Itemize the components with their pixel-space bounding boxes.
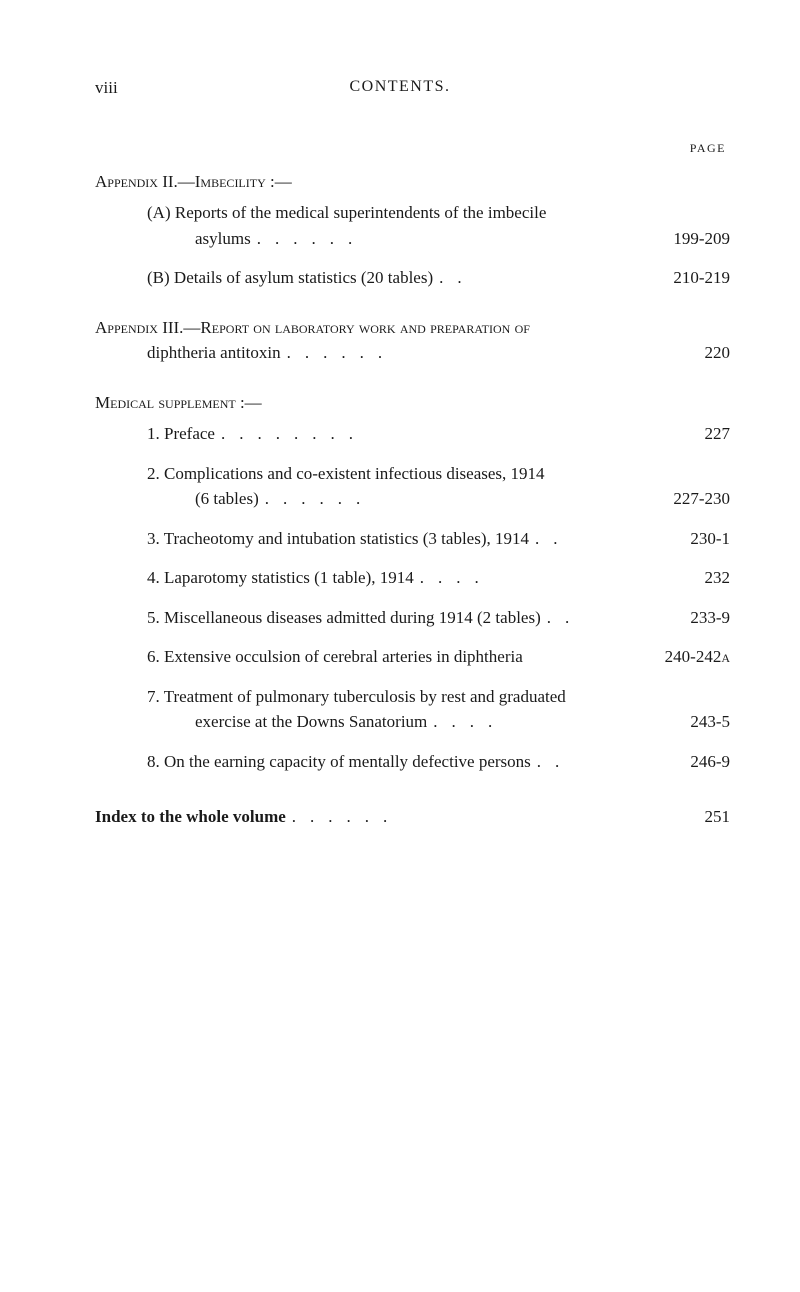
leader-dots: ..: [541, 605, 652, 631]
medical-8-page: 246-9: [652, 749, 730, 775]
leader-dots: ......: [286, 804, 652, 830]
appendix-2-b: (B) Details of asylum statistics (20 tab…: [95, 265, 730, 291]
medical-1-label: 1. Preface: [147, 421, 215, 447]
appendix-3-label: diphtheria antitoxin: [147, 340, 281, 366]
appendix-2-a: (A) Reports of the medical superintenden…: [95, 200, 730, 251]
medical-2-label: (6 tables): [195, 486, 259, 512]
appendix-2-a-label: asylums: [195, 226, 251, 252]
medical-4-page: 232: [652, 565, 730, 591]
appendix-3-line2: diphtheria antitoxin ...... 220: [95, 340, 730, 366]
leader-dots: ..: [529, 526, 652, 552]
medical-item-1: 1. Preface ........ 227: [95, 421, 730, 447]
leader-dots: ..: [531, 749, 652, 775]
appendix-2-heading-text: Appendix II.—Imbecility :—: [95, 172, 292, 191]
index-row: Index to the whole volume ...... 251: [95, 804, 730, 830]
medical-2-line2: (6 tables) ...... 227-230: [95, 486, 730, 512]
medical-item-8: 8. On the earning capacity of mentally d…: [95, 749, 730, 775]
leader-dots: ......: [251, 226, 652, 252]
medical-7-line1: 7. Treatment of pulmonary tuberculosis b…: [95, 684, 730, 710]
appendix-3-line1-text: Appendix III.—Report on laboratory work …: [95, 318, 530, 337]
medical-7-label: exercise at the Downs Sanatorium: [195, 709, 427, 735]
medical-1-page: 227: [652, 421, 730, 447]
appendix-2-heading: Appendix II.—Imbecility :—: [95, 169, 730, 195]
leader-dots: ......: [259, 486, 652, 512]
medical-item-2: 2. Complications and co-existent infecti…: [95, 461, 730, 512]
medical-5-label: 5. Miscellaneous diseases admitted durin…: [147, 605, 541, 631]
leader-dots: ........: [215, 421, 652, 447]
medical-item-4: 4. Laparotomy statistics (1 table), 1914…: [95, 565, 730, 591]
medical-heading: Medical supplement :—: [95, 390, 730, 416]
medical-2-line1: 2. Complications and co-existent infecti…: [95, 461, 730, 487]
page-column-label: PAGE: [95, 139, 730, 157]
leader-dots: ....: [427, 709, 652, 735]
medical-5-page: 233-9: [652, 605, 730, 631]
medical-6-page: 240-242a: [652, 644, 730, 670]
contents-title: CONTENTS.: [349, 75, 450, 99]
medical-item-6: 6. Extensive occulsion of cerebral arter…: [95, 644, 730, 670]
medical-7-page: 243-5: [652, 709, 730, 735]
page-number: viii: [95, 75, 118, 101]
medical-6-label: 6. Extensive occulsion of cerebral arter…: [147, 644, 523, 670]
page-header: viii CONTENTS.: [95, 75, 730, 101]
appendix-2-a-line1: (A) Reports of the medical superintenden…: [95, 200, 730, 226]
medical-2-page: 227-230: [652, 486, 730, 512]
appendix-2-b-page: 210-219: [652, 265, 730, 291]
medical-8-label: 8. On the earning capacity of mentally d…: [147, 749, 531, 775]
appendix-2-b-label: (B) Details of asylum statistics (20 tab…: [147, 265, 433, 291]
medical-item-5: 5. Miscellaneous diseases admitted durin…: [95, 605, 730, 631]
appendix-2-a-page: 199-209: [652, 226, 730, 252]
index-label: Index to the whole volume: [95, 804, 286, 830]
medical-7-line2: exercise at the Downs Sanatorium .... 24…: [95, 709, 730, 735]
leader-dots: ..: [433, 265, 652, 291]
medical-supplement-block: Medical supplement :— 1. Preface .......…: [95, 390, 730, 775]
medical-heading-text: Medical supplement :—: [95, 393, 262, 412]
appendix-2-a-line2: asylums ...... 199-209: [95, 226, 730, 252]
appendix-3-page: 220: [652, 340, 730, 366]
leader-dots: ....: [414, 565, 652, 591]
index-page: 251: [652, 804, 730, 830]
leader-dots: ......: [281, 340, 652, 366]
medical-4-label: 4. Laparotomy statistics (1 table), 1914: [147, 565, 414, 591]
appendix-2-block: Appendix II.—Imbecility :— (A) Reports o…: [95, 169, 730, 291]
medical-item-7: 7. Treatment of pulmonary tuberculosis b…: [95, 684, 730, 735]
medical-3-page: 230-1: [652, 526, 730, 552]
medical-item-3: 3. Tracheotomy and intubation statistics…: [95, 526, 730, 552]
medical-3-label: 3. Tracheotomy and intubation statistics…: [147, 526, 529, 552]
appendix-3-line1: Appendix III.—Report on laboratory work …: [95, 315, 730, 341]
appendix-3-block: Appendix III.—Report on laboratory work …: [95, 315, 730, 366]
